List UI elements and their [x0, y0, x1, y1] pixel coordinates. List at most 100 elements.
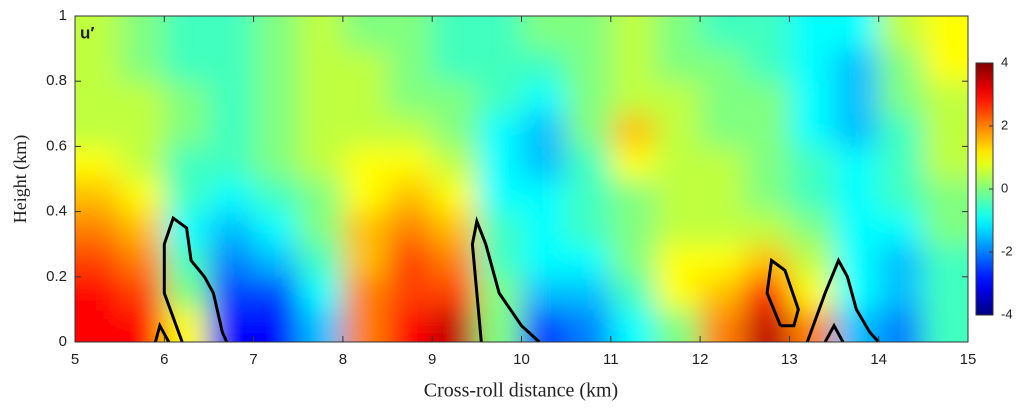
field-cell: [298, 276, 344, 310]
field-cell: [700, 81, 746, 115]
field-cell: [521, 16, 567, 50]
field-cell: [878, 113, 924, 147]
field-cell: [834, 276, 880, 310]
field-cell: [298, 16, 344, 50]
field-cell: [476, 179, 522, 213]
field-cell: [923, 179, 968, 213]
field-cell: [878, 211, 924, 245]
field-cell: [298, 179, 344, 213]
x-axis-label: Cross-roll distance (km): [424, 380, 618, 402]
field-cell: [253, 179, 299, 213]
field-cell: [923, 81, 968, 115]
colorbar-tick-label: 4: [1001, 54, 1008, 69]
field-cell: [521, 179, 567, 213]
field-cell: [655, 16, 701, 50]
field-cell: [744, 211, 790, 245]
field-cell: [566, 179, 612, 213]
field-cell: [834, 244, 880, 278]
field-cell: [566, 113, 612, 147]
field-cell: [476, 244, 522, 278]
colorbar-tick-label: -4: [1001, 306, 1013, 321]
field-cell: [253, 113, 299, 147]
field-cell: [655, 179, 701, 213]
field-cell: [253, 81, 299, 115]
field-cell: [789, 48, 835, 82]
field-cell: [119, 146, 165, 180]
x-tick-label: 15: [960, 351, 977, 368]
field-cell: [164, 276, 210, 310]
colorbar-tick-label: -2: [1001, 243, 1013, 258]
field-cell: [878, 16, 924, 50]
field-cell: [655, 244, 701, 278]
field-cell: [298, 48, 344, 82]
field-cell: [566, 81, 612, 115]
field-cell: [789, 179, 835, 213]
field-cell: [75, 179, 121, 213]
field-cell: [878, 244, 924, 278]
field-cell: [119, 244, 165, 278]
field-cell: [476, 16, 522, 50]
field-cell: [566, 276, 612, 310]
field-cell: [923, 113, 968, 147]
y-tick-label: 0.4: [46, 203, 67, 220]
field-cell: [342, 309, 389, 342]
x-tick-label: 14: [870, 351, 887, 368]
field-cell: [700, 16, 746, 50]
field-cell: [119, 48, 165, 82]
field-cell: [878, 309, 924, 342]
field-cell: [521, 81, 567, 115]
field-cell: [432, 211, 478, 245]
field-cell: [75, 146, 121, 180]
x-tick-label: 10: [513, 351, 530, 368]
field-cell: [566, 16, 612, 50]
field-cell: [700, 179, 746, 213]
field-cell: [164, 309, 210, 342]
field-cell: [342, 244, 389, 278]
y-tick-label: 0: [59, 333, 67, 350]
field-cell: [700, 244, 746, 278]
field-cell: [432, 48, 478, 82]
field-cell: [521, 309, 567, 342]
field-cell: [923, 16, 968, 50]
x-tick-label: 6: [160, 351, 168, 368]
field-cell: [387, 16, 433, 50]
field-cell: [208, 309, 255, 342]
field-cell: [834, 146, 880, 180]
field-cell: [75, 211, 121, 245]
field-cell: [253, 48, 299, 82]
x-tick-label: 9: [428, 351, 436, 368]
field-cell: [744, 146, 790, 180]
field-cell: [75, 16, 121, 50]
field-cell: [566, 309, 612, 342]
field-cell: [923, 48, 968, 82]
x-tick-label: 7: [249, 351, 257, 368]
field-cell: [521, 211, 567, 245]
field-cell: [566, 211, 612, 245]
field-cell: [610, 16, 656, 50]
field-cell: [119, 113, 165, 147]
field-cell: [566, 244, 612, 278]
field-cell: [208, 113, 255, 147]
field-cell: [655, 309, 701, 342]
field-cell: [387, 276, 433, 310]
field-cell: [878, 179, 924, 213]
field-cell: [342, 211, 389, 245]
field-cell: [566, 48, 612, 82]
field-cell: [834, 179, 880, 213]
field-cell: [75, 48, 121, 82]
field-cell: [119, 211, 165, 245]
x-tick-label: 11: [603, 351, 619, 368]
field-cell: [342, 48, 389, 82]
field-cell: [387, 48, 433, 82]
field-cell: [432, 309, 478, 342]
field-cell: [789, 244, 835, 278]
field-cell: [253, 276, 299, 310]
field-cell: [342, 146, 389, 180]
field-cell: [610, 146, 656, 180]
contour: [765, 257, 800, 328]
field-cell: [208, 16, 255, 50]
field-cell: [164, 48, 210, 82]
field-cell: [432, 146, 478, 180]
field-cell: [610, 211, 656, 245]
